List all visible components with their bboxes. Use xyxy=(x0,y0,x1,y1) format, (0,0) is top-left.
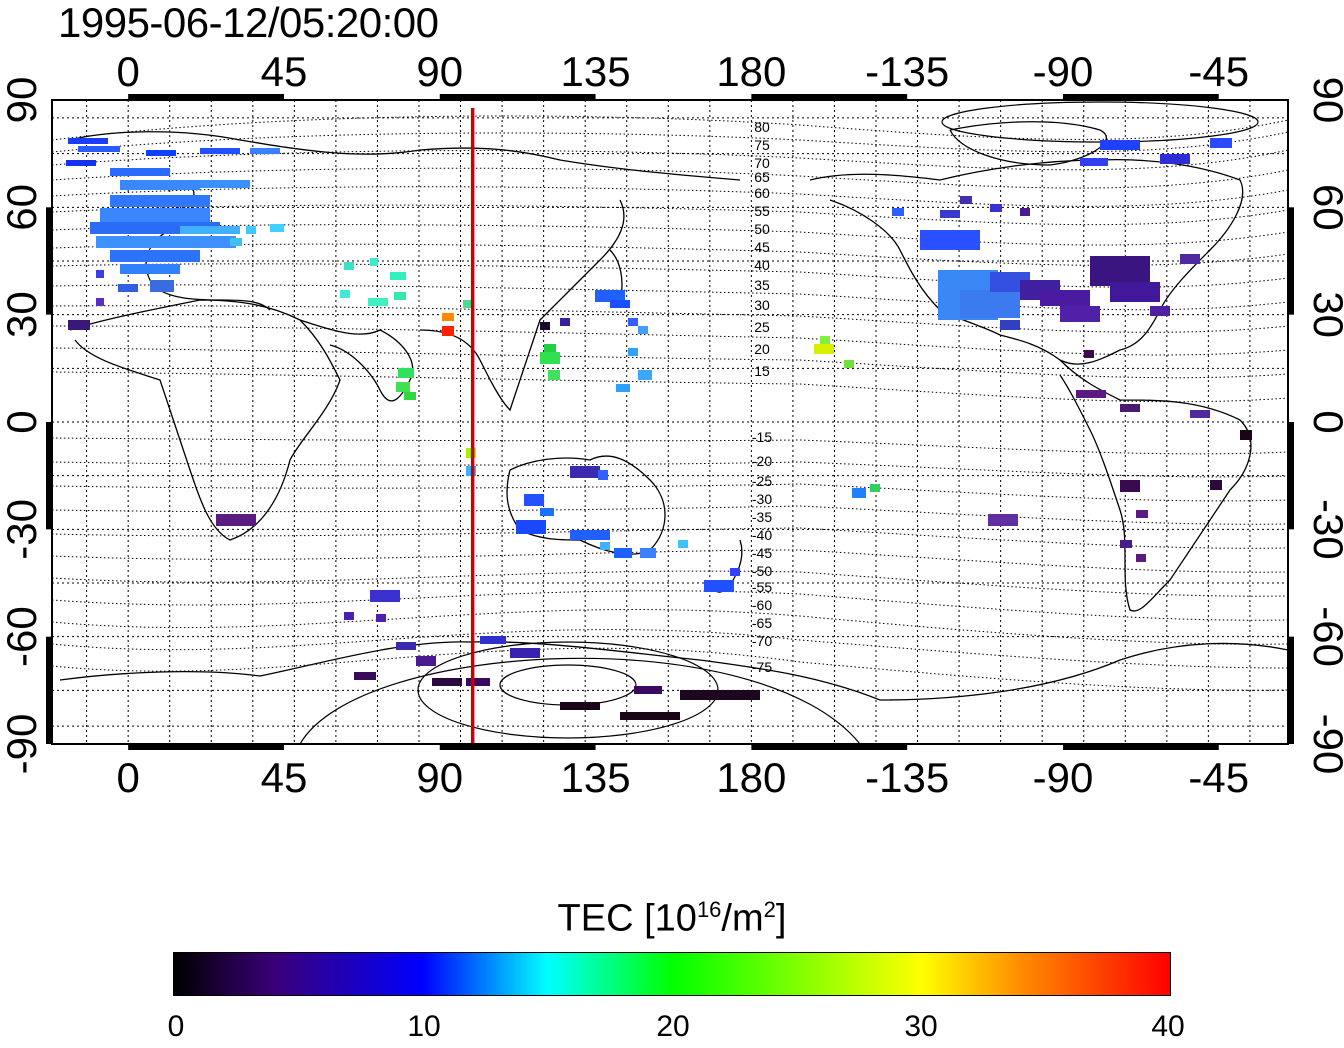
magnetic-latitude-label: -65 xyxy=(752,615,772,631)
magnetic-latitude-label: -75 xyxy=(752,659,772,675)
magnetic-latitude-label: 40 xyxy=(754,257,770,273)
bottom-scale-segment xyxy=(751,744,908,750)
magnetic-latitude-label: -45 xyxy=(752,545,772,561)
bottom-scale-segment xyxy=(439,744,596,750)
bottom-longitude-label: -135 xyxy=(865,754,949,801)
magnetic-latitude-label: -25 xyxy=(752,473,772,489)
top-longitude-label: 0 xyxy=(116,48,139,95)
magnetic-latitude-label: -40 xyxy=(752,527,772,543)
colorbar-tick-10: 10 xyxy=(407,1010,441,1043)
axis-scale-bars xyxy=(46,94,1294,750)
top-scale-segment xyxy=(439,94,596,100)
magnetic-latitude-label: 65 xyxy=(754,169,770,185)
colorbar-tick-30: 30 xyxy=(904,1010,938,1043)
magnetic-latitude-label: -70 xyxy=(752,633,772,649)
right-latitude-label: -60 xyxy=(1305,606,1344,667)
right-latitude-label: 30 xyxy=(1305,291,1344,338)
magnetic-latitude-label: 45 xyxy=(754,239,770,255)
right-latitude-label: 60 xyxy=(1305,184,1344,231)
magnetic-latitude-label: -50 xyxy=(752,563,772,579)
left-latitude-label: -30 xyxy=(0,499,45,560)
magnetic-latitude-label: 70 xyxy=(754,155,770,171)
magnetic-latitude-label: 35 xyxy=(754,277,770,293)
magnetic-latitude-label: 15 xyxy=(754,363,770,379)
right-latitude-label: -90 xyxy=(1305,714,1344,775)
right-latitude-label: -30 xyxy=(1305,499,1344,560)
right-latitude-label: 90 xyxy=(1305,77,1344,124)
left-scale-segment xyxy=(46,207,52,315)
magnetic-latitude-label: 75 xyxy=(754,137,770,153)
magnetic-latitude-label: 80 xyxy=(754,119,770,135)
right-latitude-labels: 90 60 30 0 -30 -60 -90 xyxy=(1305,77,1344,775)
top-scale-segment xyxy=(128,94,284,100)
right-scale-segment xyxy=(1288,636,1294,744)
plot-title: 1995-06-12/05:20:00 xyxy=(58,0,439,46)
left-latitude-label: 90 xyxy=(0,77,45,124)
left-latitude-labels: 90 60 30 0 -30 -60 -90 xyxy=(0,77,45,775)
left-latitude-label: -90 xyxy=(0,714,45,775)
bottom-longitude-label: 90 xyxy=(416,754,463,801)
top-scale-segment xyxy=(1062,94,1219,100)
tec-observation-points xyxy=(66,138,1252,720)
colorbar-title: TEC [1016/m2] xyxy=(557,897,787,940)
tec-colorbar xyxy=(173,952,1171,996)
left-latitude-label: 0 xyxy=(0,410,45,433)
magnetic-latitude-label: -15 xyxy=(752,429,772,445)
top-longitude-label: -135 xyxy=(865,48,949,95)
left-latitude-label: 60 xyxy=(0,184,45,231)
top-longitude-label: 45 xyxy=(261,48,308,95)
colorbar-tick-20: 20 xyxy=(656,1010,690,1043)
right-scale-segment xyxy=(1288,422,1294,530)
colorbar-tick-0: 0 xyxy=(167,1010,185,1043)
top-longitude-label: -45 xyxy=(1188,48,1249,95)
top-longitude-label: 180 xyxy=(716,48,786,95)
bottom-longitude-labels: 0 45 90 135 180 -135 -90 -45 xyxy=(116,754,1249,801)
magnetic-latitude-labels-south: -15 -20 -25 -30 -35 -40 -45 -50-55 -60 -65 -70 -75 xyxy=(752,429,772,675)
magnetic-latitude-label: -55 xyxy=(752,579,772,595)
bottom-scale-segment xyxy=(1062,744,1219,750)
left-latitude-label: 30 xyxy=(0,291,45,338)
magnetic-latitude-label: 60 xyxy=(754,185,770,201)
top-longitude-labels: 0 45 90 135 180 -135 -90 -45 xyxy=(116,48,1249,95)
magnetic-latitude-label: -20 xyxy=(752,453,772,469)
bottom-longitude-label: -90 xyxy=(1033,754,1094,801)
bottom-longitude-label: -45 xyxy=(1188,754,1249,801)
bottom-longitude-label: 45 xyxy=(261,754,308,801)
magnetic-latitude-label: 30 xyxy=(754,297,770,313)
top-longitude-label: 135 xyxy=(561,48,631,95)
top-scale-segment xyxy=(751,94,908,100)
bottom-longitude-label: 135 xyxy=(561,754,631,801)
colorbar-tick-40: 40 xyxy=(1151,1010,1185,1043)
magnetic-latitude-label: -30 xyxy=(752,491,772,507)
magnetic-latitude-label: 25 xyxy=(754,319,770,335)
magnetic-latitude-label: 50 xyxy=(754,221,770,237)
right-scale-segment xyxy=(1288,207,1294,315)
bottom-scale-segment xyxy=(128,744,284,750)
magnetic-latitude-label: 20 xyxy=(754,341,770,357)
top-longitude-label: 90 xyxy=(416,48,463,95)
right-latitude-label: 0 xyxy=(1305,410,1344,433)
bottom-longitude-label: 180 xyxy=(716,754,786,801)
magnetic-latitude-label: 55 xyxy=(754,203,770,219)
bottom-longitude-label: 0 xyxy=(116,754,139,801)
top-longitude-label: -90 xyxy=(1033,48,1094,95)
left-latitude-label: -60 xyxy=(0,606,45,667)
left-scale-segment xyxy=(46,636,52,744)
magnetic-latitude-label: -60 xyxy=(752,597,772,613)
magnetic-latitude-contours xyxy=(52,115,1288,691)
magnetic-latitude-label: -35 xyxy=(752,509,772,525)
left-scale-segment xyxy=(46,422,52,530)
